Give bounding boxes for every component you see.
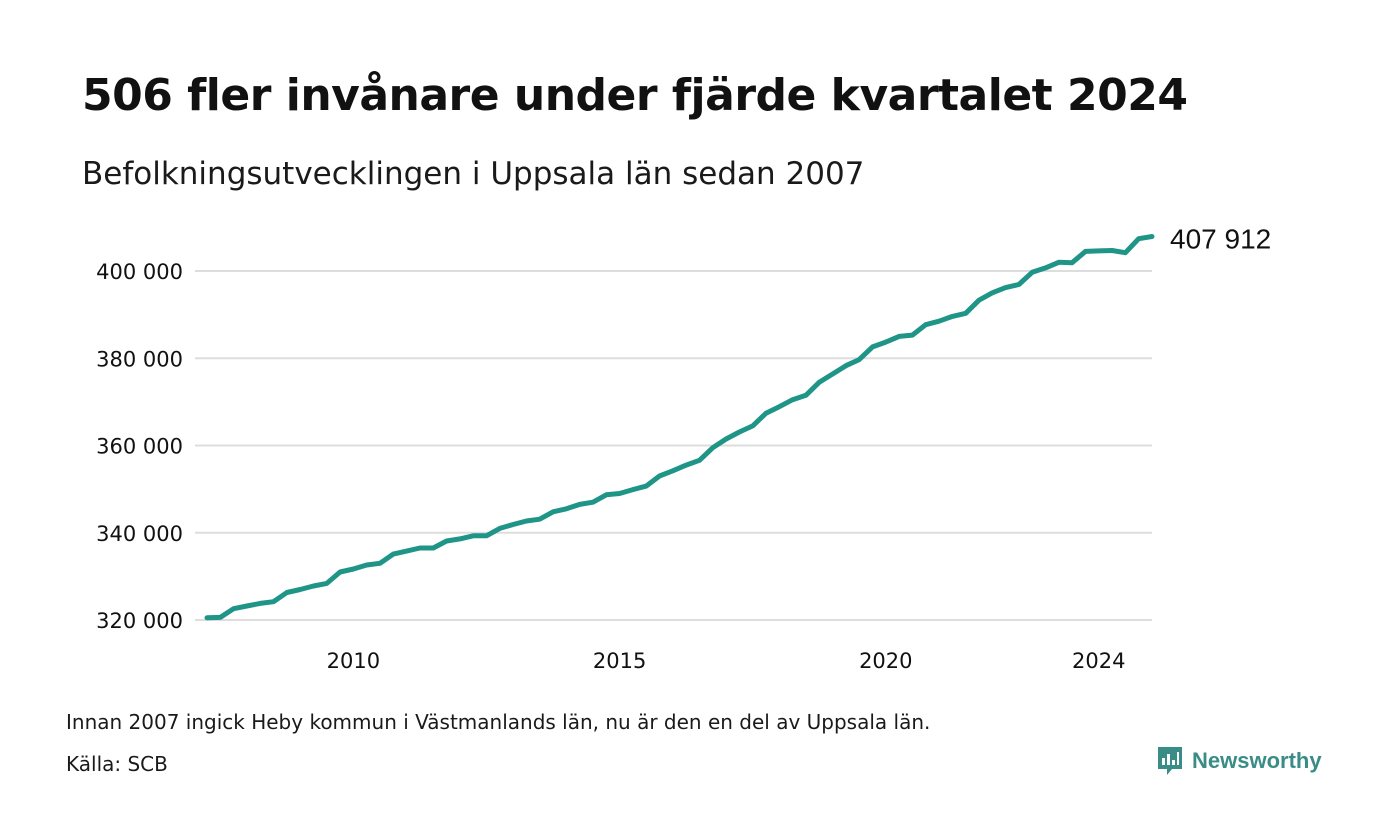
series-group [204,234,1155,621]
y-tick-label: 380 000 [96,347,183,371]
x-tick-label: 2024 [1072,649,1125,673]
source-note: Källa: SCB [66,752,168,776]
y-tick-label: 400 000 [96,260,183,284]
y-axis: 320 000 340 000 360 000 380 000 400 000 [96,260,183,633]
y-tick-label: 360 000 [96,435,183,459]
x-tick-label: 2020 [859,649,912,673]
x-tick-label: 2010 [327,649,380,673]
brand-name: Newsworthy [1192,748,1322,773]
y-tick-label: 320 000 [96,609,183,633]
y-tick-label: 340 000 [96,522,183,546]
newsworthy-logo-icon [1158,747,1182,775]
series-line [204,234,1155,621]
grid-lines [195,270,1152,621]
x-axis: 2010 2015 2020 2024 [327,649,1126,673]
footnote: Innan 2007 ingick Heby kommun i Västmanl… [66,710,931,734]
chart-title: 506 fler invånare under fjärde kvartalet… [82,70,1188,121]
chart-subtitle: Befolkningsutvecklingen i Uppsala län se… [82,156,865,192]
x-tick-label: 2015 [593,649,646,673]
end-value-label: 407 912 [1170,223,1271,254]
brand-logo: Newsworthy [1156,745,1322,777]
